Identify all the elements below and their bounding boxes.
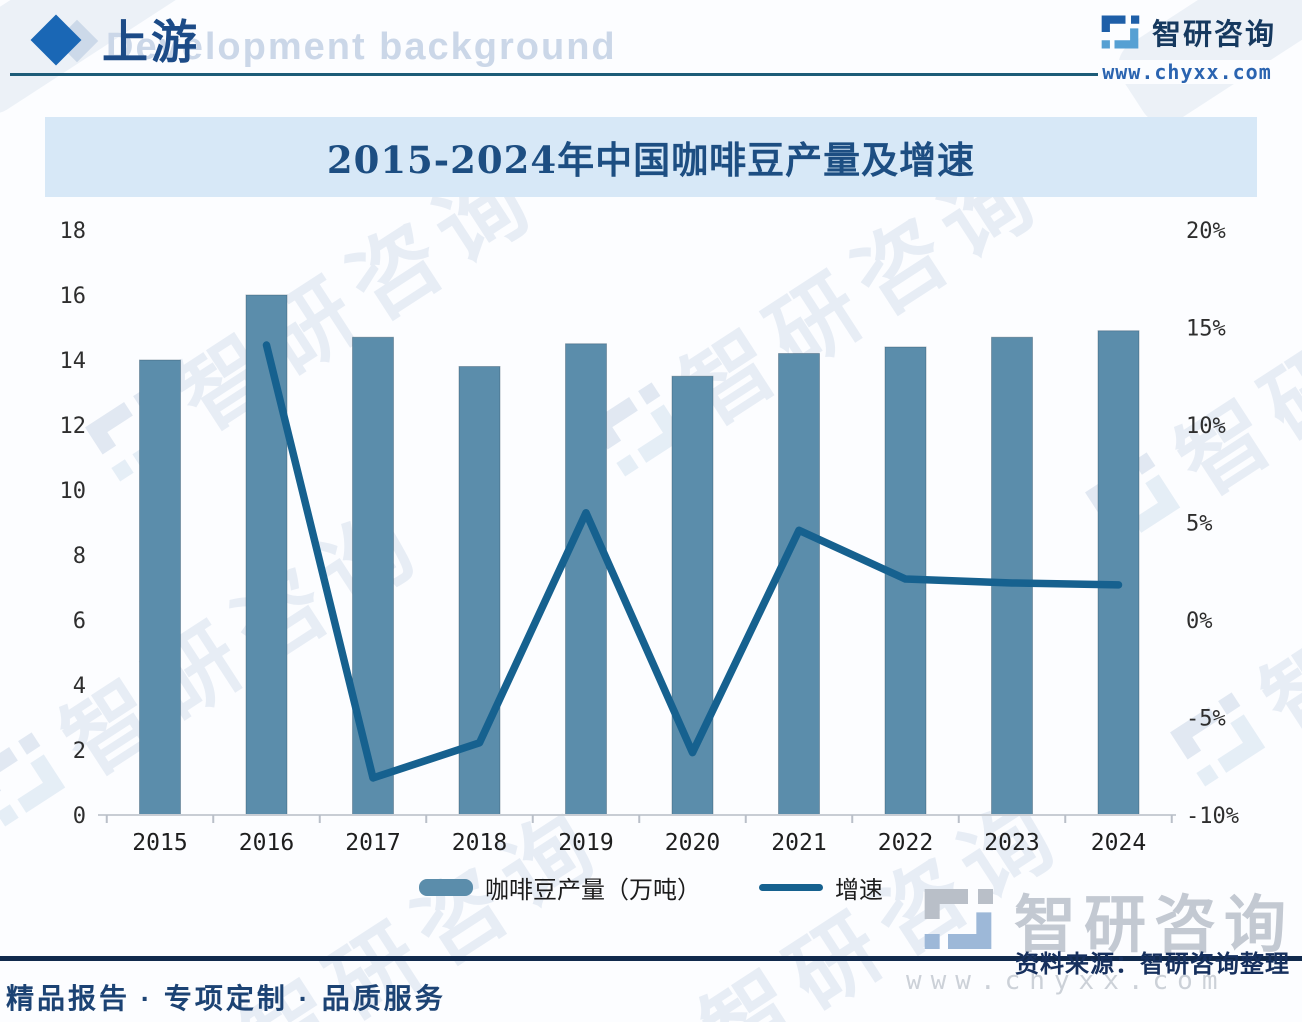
left-axis-tick-label: 0 bbox=[73, 804, 86, 829]
source-note: 资料来源：智研咨询整理 bbox=[1015, 951, 1290, 978]
left-axis-tick-label: 14 bbox=[60, 349, 87, 374]
left-axis-tick-label: 4 bbox=[73, 674, 86, 699]
right-axis-tick-label: 20% bbox=[1186, 219, 1226, 244]
right-axis-tick-label: -10% bbox=[1186, 804, 1239, 829]
legend-item-production: 咖啡豆产量（万吨） bbox=[419, 870, 701, 905]
x-axis-label: 2020 bbox=[665, 830, 720, 856]
header-watermark: Development background bbox=[106, 26, 617, 68]
brand-watermark: 智研咨询 bbox=[0, 471, 445, 856]
brand-name: 智研咨询 bbox=[1152, 19, 1277, 51]
right-axis-tick-label: 0% bbox=[1186, 609, 1213, 634]
production-bar-2024 bbox=[1097, 330, 1140, 816]
left-axis-tick-label: 2 bbox=[73, 739, 86, 764]
x-axis-label: 2016 bbox=[239, 830, 294, 856]
left-axis-tick-label: 10 bbox=[60, 479, 87, 504]
production-bar-2021 bbox=[778, 353, 820, 816]
x-axis-label: 2023 bbox=[984, 830, 1039, 856]
x-axis-label: 2018 bbox=[452, 830, 507, 856]
watermark-url-text: www.chyxx.com bbox=[905, 966, 1227, 996]
footer-tagline: 精品报告 · 专项定制 · 品质服务 bbox=[6, 983, 446, 1014]
right-axis-tick-label: 5% bbox=[1186, 512, 1213, 537]
left-axis-tick-label: 6 bbox=[73, 609, 86, 634]
left-axis-tick-label: 8 bbox=[73, 544, 86, 569]
left-axis-tick-label: 18 bbox=[60, 219, 87, 244]
x-axis-label: 2024 bbox=[1091, 830, 1146, 856]
legend-line-label: 增速 bbox=[835, 877, 883, 904]
right-axis-tick-label: -5% bbox=[1186, 707, 1226, 732]
legend-bar-label: 咖啡豆产量（万吨） bbox=[485, 877, 701, 904]
x-axis-label: 2015 bbox=[132, 830, 187, 856]
brand-watermark: 智研咨询 bbox=[1062, 191, 1302, 576]
chart-legend: 咖啡豆产量（万吨） 增速 bbox=[0, 870, 1302, 905]
production-bar-2017 bbox=[352, 336, 394, 816]
brand-lockup: 智研咨询 www.chyxx.com bbox=[1098, 10, 1276, 84]
header-divider bbox=[10, 73, 1110, 76]
production-bar-2019 bbox=[565, 343, 607, 816]
right-axis-tick-label: 15% bbox=[1186, 317, 1226, 342]
x-axis-label: 2017 bbox=[345, 830, 400, 856]
legend-line-swatch-icon bbox=[759, 884, 823, 891]
production-bar-2023 bbox=[991, 336, 1033, 816]
watermark-logo-icon bbox=[924, 889, 993, 949]
header: Development background 上游 智研咨询 www.chyxx… bbox=[0, 0, 1302, 110]
production-bar-2022 bbox=[884, 346, 927, 816]
brand-url: www.chyxx.com bbox=[1098, 60, 1276, 84]
production-bar-2016 bbox=[245, 294, 288, 816]
chart-title: 2015-2024年中国咖啡豆产量及增速 bbox=[326, 138, 976, 182]
left-axis-tick-label: 12 bbox=[60, 414, 87, 439]
production-bar-2015 bbox=[139, 359, 181, 816]
zhiyan-logo-icon bbox=[1101, 15, 1140, 49]
growth-line bbox=[262, 341, 1123, 782]
x-axis-label: 2019 bbox=[558, 830, 613, 856]
footer-divider bbox=[0, 956, 1302, 961]
watermark-brand-text: 智研咨询 bbox=[1013, 891, 1294, 960]
left-axis-tick-label: 16 bbox=[60, 284, 87, 309]
chart-title-banner: 2015-2024年中国咖啡豆产量及增速 bbox=[45, 117, 1257, 197]
right-axis-tick-label: 10% bbox=[1186, 414, 1226, 439]
page-title: 上游 bbox=[102, 15, 200, 69]
production-bar-2020 bbox=[671, 375, 714, 816]
x-axis-label: 2022 bbox=[878, 830, 933, 856]
x-axis-label: 2021 bbox=[771, 830, 826, 856]
production-bar-2018 bbox=[458, 366, 501, 816]
watermark-logo-lockup: 智研咨询 www.chyxx.com bbox=[906, 874, 1294, 996]
legend-item-growth: 增速 bbox=[759, 870, 883, 905]
legend-bar-swatch-icon bbox=[419, 879, 473, 896]
brand-watermark: 智研咨询 bbox=[1147, 431, 1302, 816]
